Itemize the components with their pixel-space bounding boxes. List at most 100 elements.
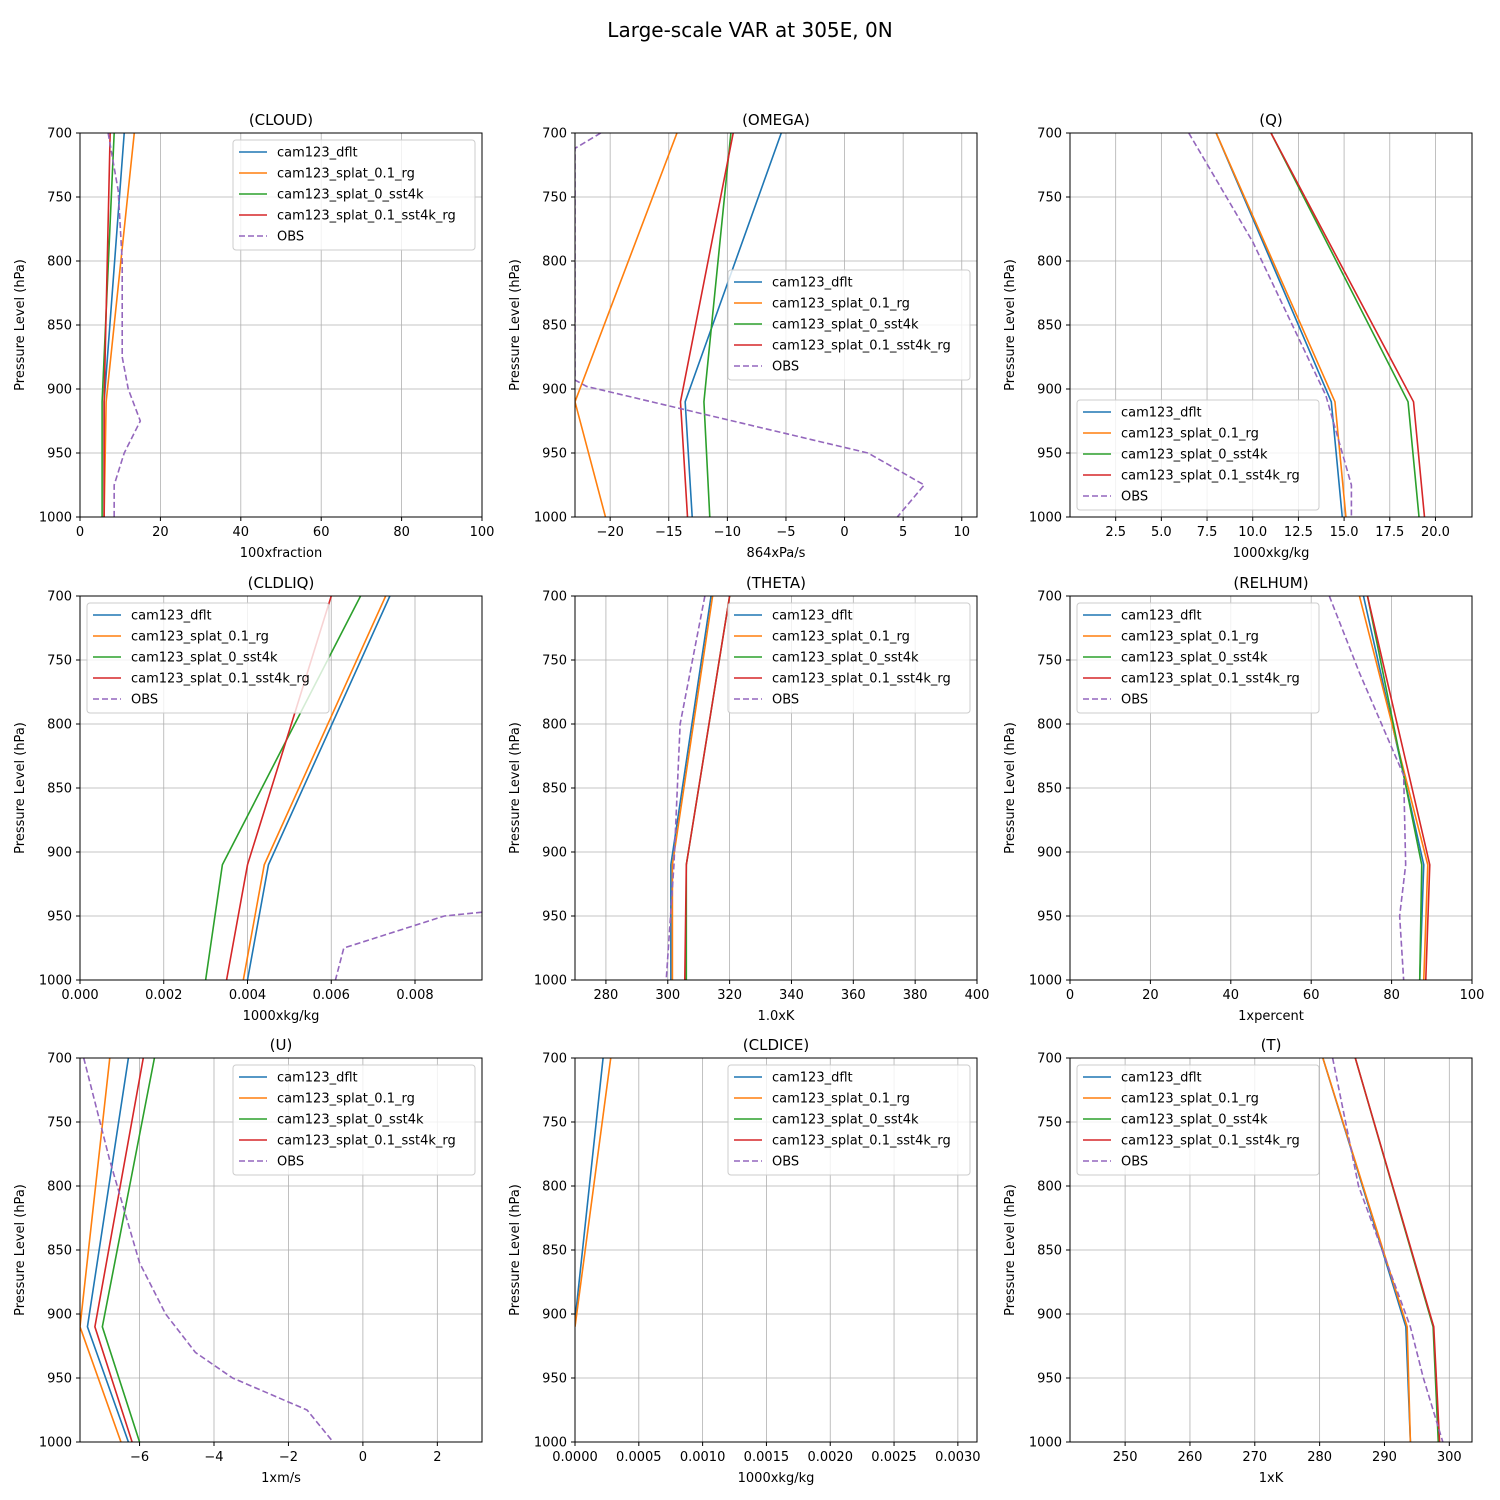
y-tick-label: 800 <box>542 718 567 733</box>
y-tick-label: 700 <box>1037 127 1062 142</box>
legend-label: OBS <box>1121 1155 1148 1170</box>
x-axis-label: 1xpercent <box>1238 1009 1304 1024</box>
subplot-8: 0.0000 0.0005 0.0010 0.0015 0.0020 0.0025 0.00… <box>508 1036 981 1486</box>
legend-label: cam123_splat_0.1_sst4k_rg <box>772 1134 951 1149</box>
y-tick-label: 850 <box>1037 1244 1062 1259</box>
series-group <box>1188 133 1426 517</box>
y-tick-label: 950 <box>1037 447 1062 462</box>
x-tick-label: 7.5 <box>1197 525 1218 540</box>
x-axis-label: 1000xkg/kg <box>738 1471 815 1486</box>
legend: cam123_dflt cam123_splat_0.1_rg cam123_spl… <box>86 602 330 714</box>
y-tick-label: 1000 <box>1029 974 1062 989</box>
subplot-9: 250 260 270 280 290 300 700 750 800 850 900 950 1000… <box>1003 1036 1473 1486</box>
legend-label: cam123_splat_0_sst4k <box>277 1113 424 1128</box>
y-tick-label: 750 <box>47 654 72 669</box>
subplot-1: 0 20 40 60 80 100 700 750 800 850 900 950 1000 (CLOUD… <box>13 111 494 561</box>
series-line-OBS <box>334 911 482 980</box>
x-tick-label: 0.0020 <box>807 1450 853 1465</box>
legend-label: cam123_dflt <box>131 609 212 624</box>
legend-label: cam123_splat_0_sst4k <box>1121 1113 1268 1128</box>
y-tick-label: 1000 <box>39 1436 72 1451</box>
x-tick-label: 280 <box>594 988 619 1003</box>
series-line-cam123_splat_0.1_sst4k_rg <box>94 1058 145 1442</box>
legend-label: cam123_splat_0.1_rg <box>1121 1092 1259 1107</box>
legend: cam123_dflt cam123_splat_0.1_rg cam123_spl… <box>232 139 476 251</box>
y-tick-label: 800 <box>542 1180 567 1195</box>
y-tick-label: 700 <box>1037 1052 1062 1067</box>
x-tick-label: −4 <box>204 1450 223 1465</box>
x-tick-label: 0.0015 <box>744 1450 790 1465</box>
series-line-OBS <box>575 133 926 517</box>
x-tick-label: 0.0000 <box>552 1450 598 1465</box>
y-tick-label: 800 <box>47 718 72 733</box>
series-line-OBS <box>1188 133 1353 517</box>
x-tick-label: 2 <box>433 1450 441 1465</box>
legend: cam123_dflt cam123_splat_0.1_rg cam123_spl… <box>727 1064 971 1176</box>
x-tick-label: 0 <box>359 1450 367 1465</box>
legend-label: OBS <box>772 693 799 708</box>
series-line-cam123_splat_0_sst4k <box>101 1058 156 1442</box>
series-line-cam123_dflt <box>684 133 783 517</box>
series-line-cam123_splat_0.1_rg <box>1215 133 1347 517</box>
series-line-cam123_splat_0.1_sst4k_rg <box>1354 1058 1441 1442</box>
y-tick-label: 700 <box>47 1052 72 1067</box>
legend: cam123_dflt cam123_splat_0.1_rg cam123_spl… <box>232 1064 476 1176</box>
legend-label: OBS <box>1121 490 1148 505</box>
x-tick-label: 80 <box>393 525 410 540</box>
series-line-cam123_dflt <box>86 1058 130 1442</box>
x-tick-label: 0.000 <box>61 988 98 1003</box>
series-group <box>575 133 926 517</box>
x-axis-label: 1000xkg/kg <box>1233 546 1310 561</box>
y-tick-label: 850 <box>1037 319 1062 334</box>
x-axis-label: 864xPa/s <box>747 546 806 561</box>
x-tick-label: −5 <box>776 525 795 540</box>
legend: cam123_dflt cam123_splat_0.1_rg cam123_spl… <box>1076 399 1320 511</box>
series-line-cam123_splat_0_sst4k <box>703 133 732 517</box>
legend-label: cam123_splat_0.1_rg <box>131 630 269 645</box>
y-tick-label: 750 <box>542 1116 567 1131</box>
x-tick-label: −20 <box>596 525 623 540</box>
y-tick-label: 950 <box>47 910 72 925</box>
y-tick-label: 800 <box>47 1180 72 1195</box>
legend-label: cam123_dflt <box>1121 406 1202 421</box>
legend-label: OBS <box>131 693 158 708</box>
series-line-cam123_splat_0.1_sst4k_rg <box>679 133 735 517</box>
legend-label: cam123_splat_0.1_sst4k_rg <box>772 672 951 687</box>
x-axis-label: 1xK <box>1259 1471 1284 1486</box>
x-axis-label: 1.0xK <box>758 1009 795 1024</box>
subplot-7: −6 −4 −2 0 2 700 750 800 850 900 950 1000 (U) 1xm/s Pr… <box>13 1036 483 1486</box>
y-tick-label: 1000 <box>534 1436 567 1451</box>
x-tick-label: 0.002 <box>145 988 182 1003</box>
series-line-cam123_splat_0.1_sst4k_rg <box>1270 133 1426 517</box>
y-tick-label: 950 <box>1037 910 1062 925</box>
legend-label: cam123_dflt <box>1121 609 1202 624</box>
x-axis-label: 100xfraction <box>240 546 322 561</box>
x-tick-label: 40 <box>233 525 250 540</box>
x-tick-label: 5 <box>899 525 907 540</box>
series-line-cam123_splat_0_sst4k <box>1270 133 1420 517</box>
x-tick-label: 0 <box>840 525 848 540</box>
legend-label: OBS <box>277 230 304 245</box>
subplot-title: (T) <box>1261 1036 1282 1054</box>
legend-label: cam123_splat_0.1_sst4k_rg <box>1121 1134 1300 1149</box>
y-tick-label: 950 <box>47 1372 72 1387</box>
legend-box <box>232 139 476 251</box>
x-tick-label: 270 <box>1242 1450 1267 1465</box>
y-tick-label: 700 <box>542 127 567 142</box>
y-tick-label: 850 <box>47 1244 72 1259</box>
legend-label: cam123_dflt <box>772 276 853 291</box>
x-tick-label: 0 <box>76 525 84 540</box>
series-line-cam123_dflt <box>670 596 712 980</box>
series-line-cam123_splat_0.1_rg <box>575 1058 612 1327</box>
y-tick-label: 950 <box>1037 1372 1062 1387</box>
series-line-cam123_splat_0.1_sst4k_rg <box>1366 596 1431 980</box>
subplot-title: (OMEGA) <box>742 111 810 129</box>
series-line-cam123_splat_0.1_sst4k_rg <box>103 133 111 517</box>
y-tick-label: 850 <box>542 782 567 797</box>
y-tick-label: 900 <box>47 383 72 398</box>
legend-label: cam123_splat_0_sst4k <box>1121 448 1268 463</box>
subplot-6: 0 20 40 60 80 100 700 750 800 850 900 950 1000 (RELHU… <box>1003 574 1484 1024</box>
y-tick-label: 900 <box>542 846 567 861</box>
y-tick-label: 900 <box>542 1308 567 1323</box>
x-tick-label: −6 <box>130 1450 149 1465</box>
